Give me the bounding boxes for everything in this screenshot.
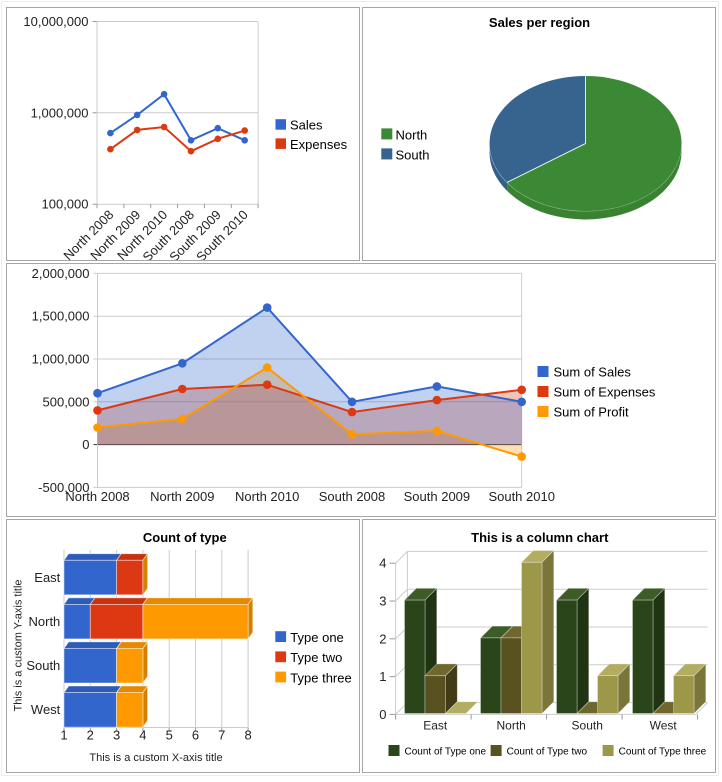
svg-text:Sum of Sales: Sum of Sales — [554, 365, 632, 380]
svg-text:West: West — [650, 719, 678, 733]
svg-text:Sum of Expenses: Sum of Expenses — [554, 385, 656, 400]
svg-text:North: North — [29, 614, 61, 629]
svg-text:1: 1 — [60, 728, 67, 743]
svg-text:Sum of Profit: Sum of Profit — [554, 405, 630, 420]
svg-text:South 2010: South 2010 — [488, 489, 555, 504]
svg-text:1,500,000: 1,500,000 — [32, 309, 90, 324]
svg-text:4: 4 — [379, 556, 386, 571]
svg-text:Count of Type three: Count of Type three — [619, 747, 707, 758]
svg-text:1,000,000: 1,000,000 — [31, 105, 89, 120]
svg-text:2,000,000: 2,000,000 — [32, 266, 90, 281]
svg-text:Count of Type one: Count of Type one — [405, 747, 487, 758]
svg-text:Sales per region: Sales per region — [489, 15, 590, 30]
svg-text:East: East — [423, 719, 448, 733]
svg-text:South 2009: South 2009 — [404, 489, 471, 504]
svg-text:North: North — [497, 719, 526, 733]
svg-text:1: 1 — [379, 669, 386, 684]
svg-text:This is a column chart: This is a column chart — [471, 530, 609, 545]
svg-text:-500,000: -500,000 — [38, 480, 89, 495]
svg-text:6: 6 — [192, 728, 199, 743]
svg-text:Count of type: Count of type — [143, 530, 227, 545]
svg-text:North 2009: North 2009 — [150, 489, 214, 504]
svg-text:This is a custom X-axis title: This is a custom X-axis title — [89, 752, 222, 764]
svg-text:Sales: Sales — [290, 118, 323, 133]
svg-text:1,000,000: 1,000,000 — [32, 352, 90, 367]
svg-text:North 2010: North 2010 — [235, 489, 299, 504]
svg-text:2: 2 — [379, 631, 386, 646]
svg-text:100,000: 100,000 — [42, 197, 89, 212]
svg-text:3: 3 — [379, 594, 386, 609]
svg-text:Type two: Type two — [290, 650, 342, 665]
svg-text:0: 0 — [82, 437, 89, 452]
svg-text:2: 2 — [87, 728, 94, 743]
svg-text:7: 7 — [218, 728, 225, 743]
svg-text:South: South — [572, 719, 603, 733]
svg-text:500,000: 500,000 — [43, 394, 90, 409]
svg-text:South: South — [396, 148, 430, 163]
svg-text:West: West — [31, 702, 61, 717]
svg-text:North: North — [396, 128, 428, 143]
svg-text:Type three: Type three — [290, 670, 351, 685]
svg-text:This is a custom Y-axis title: This is a custom Y-axis title — [13, 579, 25, 711]
svg-text:8: 8 — [244, 728, 251, 743]
svg-text:0: 0 — [379, 707, 386, 722]
svg-text:North 2008: North 2008 — [65, 489, 129, 504]
svg-text:10,000,000: 10,000,000 — [23, 14, 88, 29]
svg-text:South 2008: South 2008 — [319, 489, 386, 504]
svg-text:East: East — [34, 570, 60, 585]
svg-text:Type one: Type one — [290, 630, 344, 645]
svg-text:3: 3 — [113, 728, 120, 743]
svg-text:4: 4 — [139, 728, 146, 743]
svg-text:Expenses: Expenses — [290, 137, 348, 152]
svg-text:Count of Type two: Count of Type two — [507, 747, 588, 758]
svg-text:South: South — [26, 658, 60, 673]
svg-text:5: 5 — [166, 728, 173, 743]
